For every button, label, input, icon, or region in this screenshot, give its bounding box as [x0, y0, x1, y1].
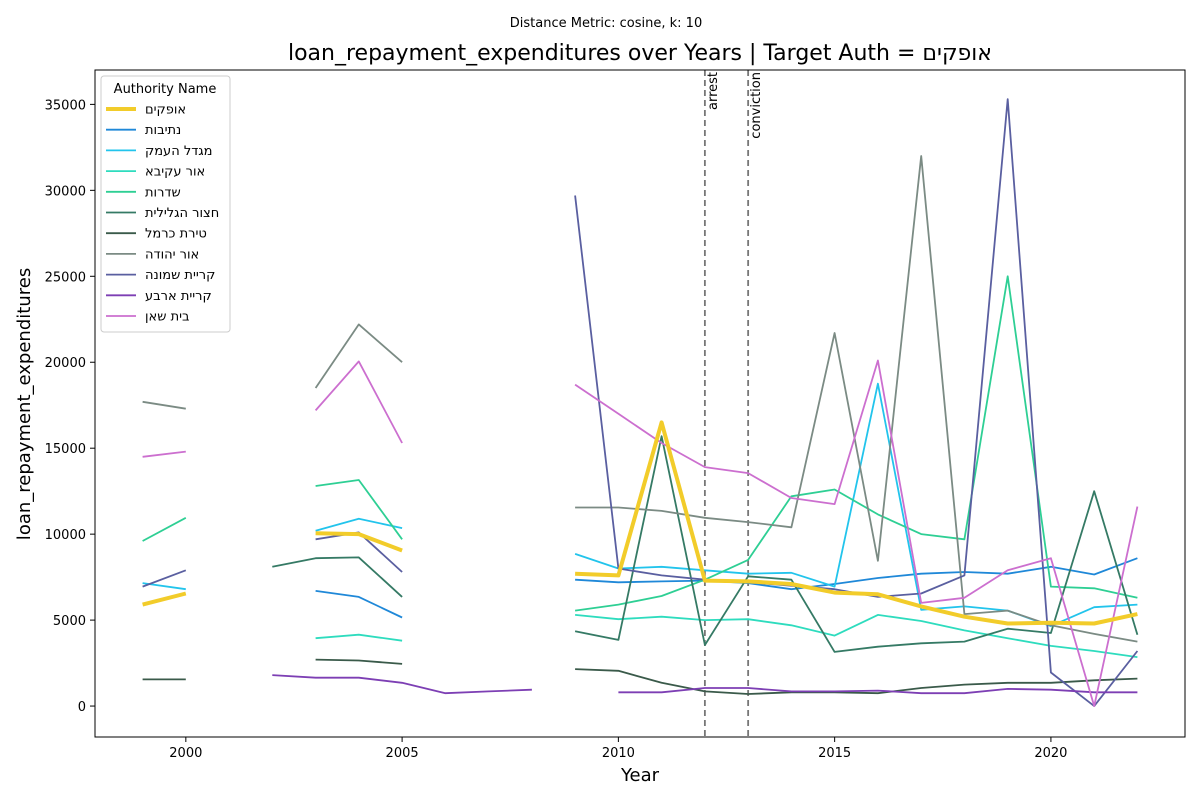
x-tick-label: 2020 [1034, 746, 1067, 761]
series-line-10 [142, 359, 1139, 707]
y-tick-label: 25000 [45, 270, 86, 285]
series-line-3 [315, 614, 1138, 658]
series-line-6 [142, 658, 1138, 695]
legend-frame [100, 75, 231, 333]
chart-suptitle: Distance Metric: cosine, k: 10 [510, 16, 702, 31]
legend-entry-10: בית שאן [145, 310, 190, 325]
plot-frame [94, 69, 1186, 738]
y-tick-label: 35000 [45, 98, 86, 113]
series-line-1 [315, 557, 1138, 619]
series-line-8 [142, 98, 1139, 707]
legend-entry-8: קריית שמונה [145, 268, 215, 283]
legend-entry-6: טירת כרמל [145, 227, 207, 242]
annotations: arrest conviction [703, 70, 764, 737]
annotation-label-conviction: conviction [749, 72, 764, 139]
legend-entry-2: מגדל העמק [145, 144, 213, 159]
y-tick-label: 10000 [45, 528, 86, 543]
y-tick-label: 5000 [53, 614, 86, 629]
x-axis-ticks: 2000 2005 2010 2015 2020 [169, 737, 1067, 761]
legend-entry-9: קריית ארבע [145, 289, 212, 304]
legend-entry-0: אופקים [145, 103, 186, 118]
y-tick-label: 15000 [45, 442, 86, 457]
y-tick-label: 30000 [45, 184, 86, 199]
x-tick-label: 2010 [602, 746, 635, 761]
series-line-0 [142, 420, 1138, 626]
series-line-9 [272, 674, 1138, 695]
y-axis-label: loan_repayment_expenditures [14, 268, 35, 540]
y-tick-label: 20000 [45, 356, 86, 371]
y-axis-ticks: 0 5000 10000 15000 20000 25000 30000 35000 [45, 98, 95, 715]
legend-entry-7: אור יהודה [145, 247, 199, 262]
legend-entry-5: חצור הגלילית [145, 206, 219, 221]
legend: Authority Name אופקים נתיבות מגדל העמק אור … [100, 75, 231, 333]
x-axis-label: Year [620, 765, 660, 786]
annotation-label-arrest: arrest [706, 72, 721, 110]
series-line-5 [272, 435, 1139, 653]
x-tick-label: 2015 [818, 746, 851, 761]
legend-entry-3: אור עקיבא [145, 165, 205, 180]
y-tick-label: 0 [78, 700, 86, 715]
series-lines [142, 98, 1139, 707]
chart-title: loan_repayment_expenditures over Years |… [288, 41, 992, 66]
series-line-4 [142, 275, 1138, 612]
x-tick-label: 2000 [169, 746, 202, 761]
x-tick-label: 2005 [386, 746, 419, 761]
legend-entry-1: נתיבות [145, 123, 181, 138]
legend-title: Authority Name [114, 82, 217, 97]
legend-entry-4: שדרות [145, 185, 181, 200]
